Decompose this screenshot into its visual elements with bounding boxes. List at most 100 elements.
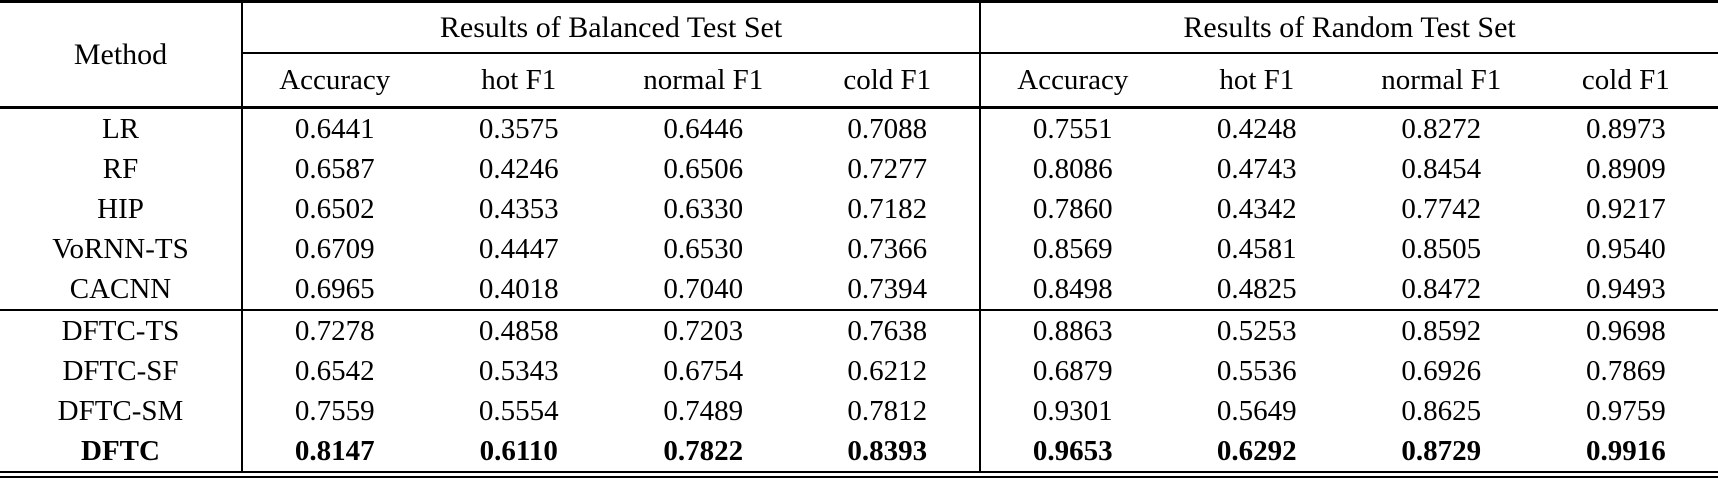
value-cell: 0.6212 <box>847 354 928 387</box>
value-cell: 0.7869 <box>1585 354 1666 387</box>
value-cell: 0.8863 <box>979 310 1165 351</box>
value-cell: 0.7366 <box>847 232 928 265</box>
value-cell: 0.8472 <box>1401 272 1482 305</box>
column-header-row: Accuracy hot F1 normal F1 cold F1 Accura… <box>0 53 1718 108</box>
random-hot-f1-header: hot F1 <box>1219 63 1295 96</box>
value-cell: 0.5536 <box>1216 354 1297 387</box>
value-cell: 0.6879 <box>979 351 1165 391</box>
value-cell: 0.6502 <box>241 189 427 229</box>
value-cell: 0.7638 <box>847 314 928 347</box>
table-row: DFTC-SM 0.7559 0.5554 0.7489 0.7812 0.93… <box>0 391 1718 431</box>
value-cell: 0.5554 <box>478 394 559 427</box>
value-cell: 0.6754 <box>663 354 744 387</box>
value-cell: 0.6441 <box>241 107 427 149</box>
value-cell: 0.4342 <box>1216 192 1297 225</box>
method-cell: DFTC-TS <box>61 314 180 347</box>
value-cell: 0.4248 <box>1216 112 1297 145</box>
value-cell: 0.4581 <box>1216 232 1297 265</box>
balanced-accuracy-header: Accuracy <box>241 53 427 108</box>
table-header: Method Results of Balanced Test Set Resu… <box>0 1 1718 108</box>
value-cell: 0.5253 <box>1216 314 1297 347</box>
table-row: RF 0.6587 0.4246 0.6506 0.7277 0.8086 0.… <box>0 149 1718 189</box>
method-cell: HIP <box>97 192 144 225</box>
value-cell: 0.8625 <box>1401 394 1482 427</box>
value-cell: 0.6926 <box>1401 354 1482 387</box>
random-test-set-header: Results of Random Test Set <box>979 1 1718 54</box>
value-cell: 0.7822 <box>663 434 744 467</box>
value-cell: 0.4246 <box>478 152 559 185</box>
method-column-header: Method <box>73 37 168 71</box>
value-cell: 0.6542 <box>241 351 427 391</box>
method-cell: LR <box>101 112 140 145</box>
value-cell: 0.4858 <box>478 314 559 347</box>
random-normal-f1-header: normal F1 <box>1381 63 1502 96</box>
value-cell: 0.7277 <box>847 152 928 185</box>
value-cell: 0.7559 <box>241 391 427 431</box>
value-cell: 0.8272 <box>1401 112 1482 145</box>
method-cell: RF <box>102 152 139 185</box>
balanced-hot-f1-header: hot F1 <box>481 63 557 96</box>
method-cell: DFTC-SM <box>57 394 184 427</box>
value-cell: 0.4018 <box>478 272 559 305</box>
table-row: CACNN 0.6965 0.4018 0.7040 0.7394 0.8498… <box>0 269 1718 310</box>
value-cell: 0.8454 <box>1401 152 1482 185</box>
value-cell: 0.9493 <box>1585 272 1666 305</box>
table-row: HIP 0.6502 0.4353 0.6330 0.7182 0.7860 0… <box>0 189 1718 229</box>
method-cell: DFTC-SF <box>62 354 179 387</box>
random-accuracy-header: Accuracy <box>979 53 1165 108</box>
value-cell: 0.4825 <box>1216 272 1297 305</box>
table-row: DFTC-TS 0.7278 0.4858 0.7203 0.7638 0.88… <box>0 310 1718 351</box>
table-row: VoRNN-TS 0.6709 0.4447 0.6530 0.7366 0.8… <box>0 229 1718 269</box>
value-cell: 0.5649 <box>1216 394 1297 427</box>
value-cell: 0.9540 <box>1585 232 1666 265</box>
value-cell: 0.6446 <box>663 112 744 145</box>
value-cell: 0.8505 <box>1401 232 1482 265</box>
value-cell: 0.6506 <box>663 152 744 185</box>
value-cell: 0.7551 <box>979 107 1165 149</box>
value-cell: 0.6110 <box>479 434 558 467</box>
value-cell: 0.8147 <box>241 431 427 475</box>
value-cell: 0.8592 <box>1401 314 1482 347</box>
balanced-normal-f1-header: normal F1 <box>643 63 764 96</box>
value-cell: 0.7182 <box>847 192 928 225</box>
value-cell: 0.9759 <box>1585 394 1666 427</box>
value-cell: 0.3575 <box>478 112 559 145</box>
method-cell: VoRNN-TS <box>52 232 189 265</box>
value-cell: 0.6330 <box>663 192 744 225</box>
balanced-cold-f1-header: cold F1 <box>843 63 932 96</box>
table-body: LR 0.6441 0.3575 0.6446 0.7088 0.7551 0.… <box>0 107 1718 475</box>
balanced-test-set-header: Results of Balanced Test Set <box>240 1 981 54</box>
value-cell: 0.6709 <box>241 229 427 269</box>
value-cell: 0.8973 <box>1585 112 1666 145</box>
value-cell: 0.4743 <box>1216 152 1297 185</box>
value-cell: 0.9217 <box>1585 192 1666 225</box>
table-row: LR 0.6441 0.3575 0.6446 0.7088 0.7551 0.… <box>0 107 1718 149</box>
value-cell: 0.7812 <box>847 394 928 427</box>
value-cell: 0.9301 <box>979 391 1165 431</box>
table-row: DFTC-SF 0.6542 0.5343 0.6754 0.6212 0.68… <box>0 351 1718 391</box>
value-cell: 0.5343 <box>478 354 559 387</box>
value-cell: 0.7742 <box>1401 192 1482 225</box>
value-cell: 0.7394 <box>847 272 928 305</box>
value-cell: 0.7040 <box>663 272 744 305</box>
value-cell: 0.8909 <box>1585 152 1666 185</box>
value-cell: 0.4353 <box>478 192 559 225</box>
value-cell: 0.6292 <box>1216 434 1297 467</box>
method-cell: DFTC <box>81 434 160 467</box>
group-header-row: Method Results of Balanced Test Set Resu… <box>0 1 1718 69</box>
value-cell: 0.9698 <box>1585 314 1666 347</box>
value-cell: 0.7203 <box>663 314 744 347</box>
table-row: DFTC 0.8147 0.6110 0.7822 0.8393 0.9653 … <box>0 431 1718 475</box>
value-cell: 0.8086 <box>979 149 1165 189</box>
value-cell: 0.8569 <box>979 229 1165 269</box>
value-cell: 0.6965 <box>241 269 427 310</box>
value-cell: 0.6587 <box>241 149 427 189</box>
value-cell: 0.8498 <box>979 269 1165 310</box>
random-cold-f1-header: cold F1 <box>1581 63 1670 96</box>
value-cell: 0.4447 <box>478 232 559 265</box>
value-cell: 0.6530 <box>663 232 744 265</box>
value-cell: 0.8729 <box>1401 434 1482 467</box>
value-cell: 0.7088 <box>847 112 928 145</box>
